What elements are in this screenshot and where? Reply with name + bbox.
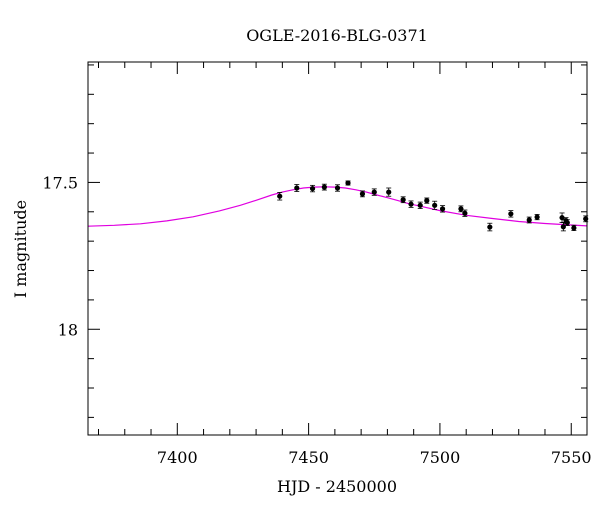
data-point <box>294 184 300 192</box>
data-point <box>439 205 446 213</box>
data-point <box>321 183 327 191</box>
axis-ticks-layer <box>88 62 587 435</box>
x-axis-label: HJD - 2450000 <box>277 477 397 496</box>
y-tick-label: 17.5 <box>42 173 78 192</box>
data-point <box>277 192 283 201</box>
data-point <box>432 200 438 210</box>
data-point <box>534 214 540 221</box>
x-tick-label: 7550 <box>551 448 592 467</box>
data-point <box>526 216 532 224</box>
data-point <box>462 209 468 217</box>
data-point <box>417 201 423 209</box>
y-axis-label: I magnitude <box>11 200 30 298</box>
y-tick-labels: 17.5 18 <box>42 173 78 339</box>
x-tick-label: 7400 <box>157 448 198 467</box>
y-tick-label: 18 <box>58 320 78 339</box>
data-point <box>571 224 577 231</box>
data-point <box>309 184 316 193</box>
data-point <box>408 200 414 208</box>
plot-frame <box>87 61 588 436</box>
model-curve-layer <box>87 186 588 227</box>
data-point <box>564 219 570 226</box>
data-point <box>458 205 464 213</box>
x-tick-labels: 7400 7450 7500 7550 <box>157 448 592 467</box>
model-curve <box>87 186 588 227</box>
data-point <box>400 196 406 204</box>
x-tick-label: 7450 <box>288 448 329 467</box>
data-point <box>345 180 351 186</box>
data-point <box>508 210 514 218</box>
data-point <box>359 190 366 198</box>
data-point <box>583 215 589 223</box>
data-point <box>371 188 377 196</box>
chart-title: OGLE-2016-BLG-0371 <box>246 26 428 45</box>
x-tick-label: 7500 <box>420 448 461 467</box>
data-point <box>487 222 493 232</box>
data-point <box>386 187 392 197</box>
data-point <box>334 184 341 192</box>
data-point <box>424 197 430 204</box>
